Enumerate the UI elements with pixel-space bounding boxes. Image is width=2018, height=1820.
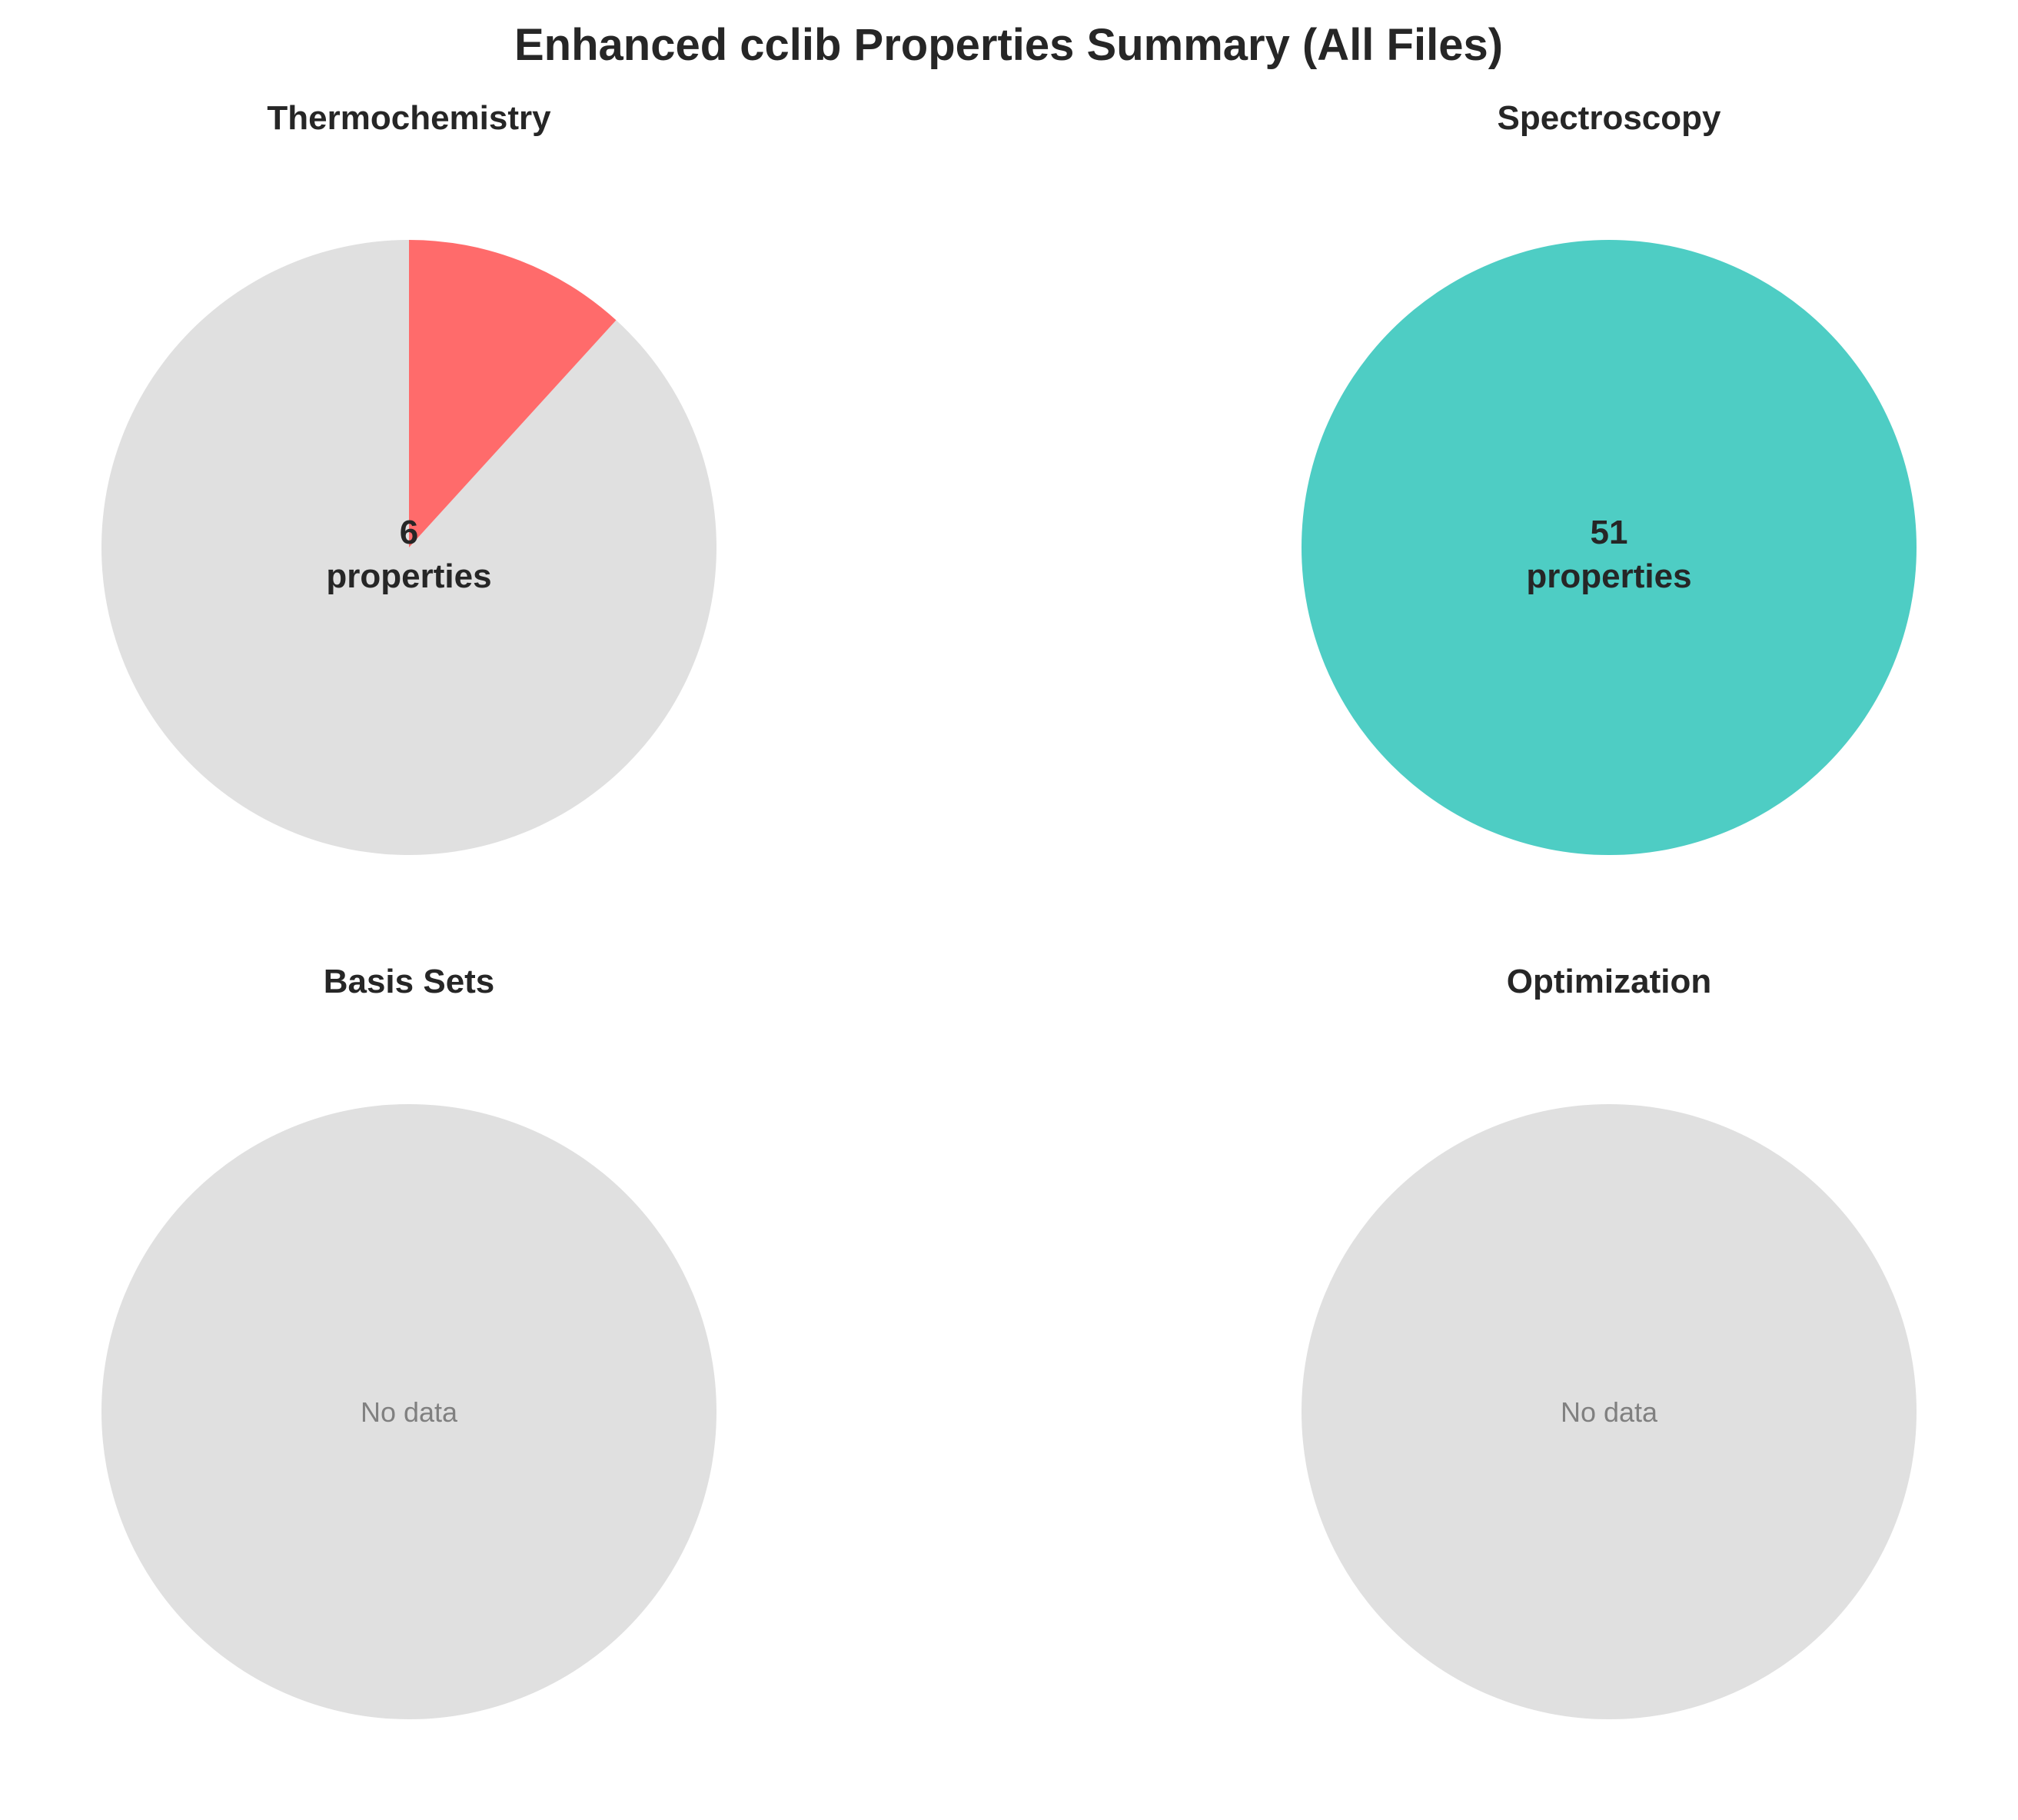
pie-title-optimization: Optimization [1507, 963, 1711, 1000]
pie-panel-optimization: Optimization No data [1302, 963, 1917, 1719]
pie-slice-empty-optimization [1302, 1104, 1917, 1719]
pie-slice-value-spectroscopy [1302, 240, 1917, 855]
pie-center-value-thermochemistry: 6 [400, 514, 418, 551]
pie-nodata-label-optimization: No data [1561, 1396, 1658, 1428]
pie-title-basis-sets: Basis Sets [324, 963, 495, 1000]
pie-nodata-label-basis-sets: No data [361, 1396, 458, 1428]
chart-title: Enhanced cclib Properties Summary (All F… [514, 20, 1503, 70]
pie-center-unit-spectroscopy: properties [1526, 557, 1691, 595]
pie-center-value-spectroscopy: 51 [1591, 514, 1628, 551]
pie-slice-empty-basis-sets [101, 1104, 716, 1719]
pie-panel-spectroscopy: Spectroscopy 51 properties [1302, 99, 1917, 855]
pie-title-thermochemistry: Thermochemistry [267, 99, 551, 137]
pie-title-spectroscopy: Spectroscopy [1498, 99, 1722, 137]
pie-panel-thermochemistry: Thermochemistry 6 properties [101, 99, 717, 855]
pie-panel-basis-sets: Basis Sets No data [101, 963, 716, 1719]
pie-slice-value-thermochemistry [409, 240, 617, 547]
pie-center-unit-thermochemistry: properties [326, 557, 491, 595]
pie-panels: Thermochemistry 6 properties Spectroscopy 51… [101, 99, 1917, 1719]
